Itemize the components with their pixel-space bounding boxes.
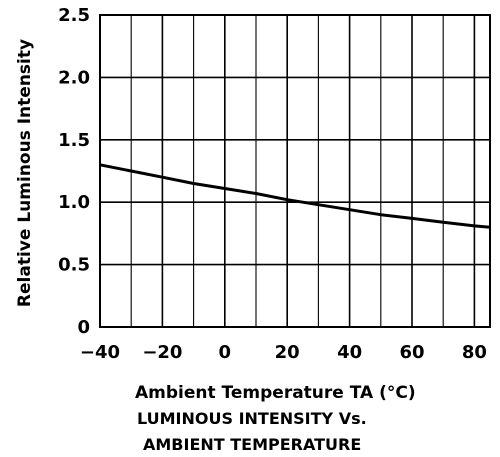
x-tick-label: 0 xyxy=(219,342,232,363)
y-axis-label: Relative Luminous Intensity xyxy=(15,39,35,307)
y-tick-label: 1.0 xyxy=(58,192,90,213)
x-tick-labels: −40 −20 0 20 40 60 80 xyxy=(80,342,487,363)
chart-grid xyxy=(99,14,490,328)
plot-border xyxy=(99,14,491,328)
y-tick-label: 0.5 xyxy=(58,255,90,276)
x-tick-label: 40 xyxy=(337,342,362,363)
y-tick-labels: 0 0.5 1.0 1.5 2.0 2.5 xyxy=(58,5,90,338)
y-tick-label: 0 xyxy=(77,317,90,338)
y-tick-label: 1.5 xyxy=(58,130,90,151)
y-tick-label: 2.0 xyxy=(58,67,90,88)
plot-frame xyxy=(99,14,491,328)
series-line xyxy=(99,163,491,229)
y-tick-label: 2.5 xyxy=(58,5,90,26)
caption-line-1: LUMINOUS INTENSITY Vs. xyxy=(137,409,367,428)
x-tick-label: −20 xyxy=(142,342,182,363)
x-tick-label: −40 xyxy=(80,342,120,363)
x-tick-label: 20 xyxy=(275,342,300,363)
x-tick-label: 80 xyxy=(462,342,487,363)
caption-line-2: AMBIENT TEMPERATURE xyxy=(143,435,361,454)
x-tick-label: 60 xyxy=(399,342,424,363)
x-axis-label: Ambient Temperature TA (°C) xyxy=(135,383,416,403)
series-layer xyxy=(99,163,491,229)
